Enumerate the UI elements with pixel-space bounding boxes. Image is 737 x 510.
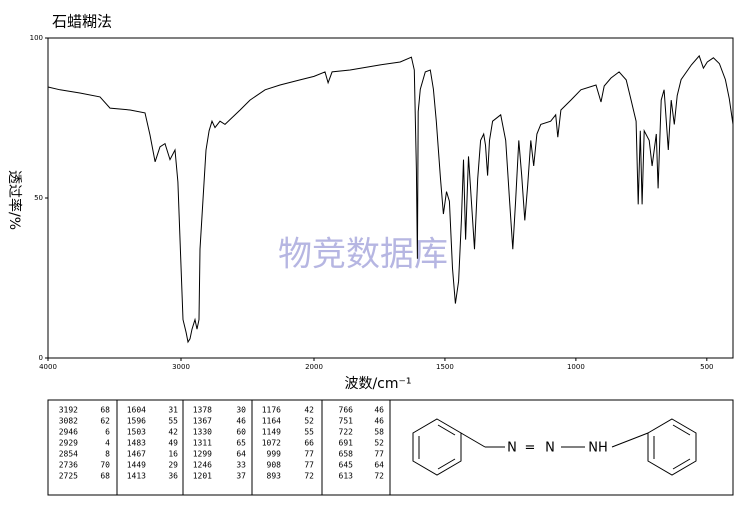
bond — [460, 432, 486, 448]
peak-transmittance: 33 — [236, 461, 246, 470]
peak-transmittance: 8 — [105, 450, 110, 459]
peak-wavenumber: 2725 — [59, 472, 78, 481]
peak-transmittance: 6 — [105, 428, 110, 437]
bond — [672, 424, 691, 436]
peak-wavenumber: 1596 — [127, 417, 146, 426]
x-tick-label: 1500 — [436, 363, 454, 371]
bond — [611, 432, 649, 448]
peak-transmittance: 37 — [236, 472, 246, 481]
peak-wavenumber: 1176 — [262, 406, 281, 415]
peak-transmittance: 68 — [100, 406, 110, 415]
peak-wavenumber: 1503 — [127, 428, 146, 437]
peak-transmittance: 60 — [236, 428, 246, 437]
peak-transmittance: 62 — [100, 417, 110, 426]
peak-transmittance: 77 — [304, 461, 314, 470]
peak-wavenumber: 1483 — [127, 439, 146, 448]
peak-transmittance: 72 — [304, 472, 314, 481]
peak-wavenumber: 908 — [267, 461, 282, 470]
peak-wavenumber: 1072 — [262, 439, 281, 448]
peak-wavenumber: 613 — [339, 472, 354, 481]
peak-wavenumber: 2736 — [59, 461, 78, 470]
atom-label: N — [545, 441, 555, 456]
peak-transmittance: 72 — [374, 472, 384, 481]
peak-transmittance: 16 — [168, 450, 178, 459]
bond — [672, 458, 691, 470]
peak-transmittance: 77 — [374, 450, 384, 459]
peak-wavenumber: 3192 — [59, 406, 78, 415]
x-tick-label: 4000 — [39, 363, 57, 371]
peak-transmittance: 29 — [168, 461, 178, 470]
bond — [437, 458, 456, 470]
benzene-ring — [647, 418, 697, 476]
peak-transmittance: 49 — [168, 439, 178, 448]
benzene-ring — [412, 418, 462, 476]
peak-transmittance: 64 — [374, 461, 384, 470]
bond — [437, 424, 456, 436]
peak-wavenumber: 893 — [267, 472, 282, 481]
peak-transmittance: 30 — [236, 406, 246, 415]
peak-wavenumber: 1299 — [193, 450, 212, 459]
peak-wavenumber: 2946 — [59, 428, 78, 437]
peak-transmittance: 42 — [168, 428, 178, 437]
peak-transmittance: 52 — [304, 417, 314, 426]
spectrum-line — [47, 54, 734, 344]
peak-wavenumber: 1149 — [262, 428, 281, 437]
bond-label: = — [525, 441, 536, 456]
peak-transmittance: 52 — [374, 439, 384, 448]
structure — [412, 418, 697, 476]
peak-wavenumber: 645 — [339, 461, 354, 470]
peak-wavenumber: 1330 — [193, 428, 212, 437]
x-axis-label: 波数/cm⁻¹ — [344, 376, 411, 392]
peak-wavenumber: 1449 — [127, 461, 146, 470]
y-axis-label: 透过率/% — [6, 170, 23, 230]
peak-wavenumber: 658 — [339, 450, 354, 459]
peak-wavenumber: 1467 — [127, 450, 146, 459]
peak-transmittance: 77 — [304, 450, 314, 459]
peak-transmittance: 68 — [100, 472, 110, 481]
atom-label: N — [507, 441, 517, 456]
peak-wavenumber: 999 — [267, 450, 282, 459]
peak-wavenumber: 1367 — [193, 417, 212, 426]
x-tick-label: 500 — [700, 363, 713, 371]
peak-wavenumber: 691 — [339, 439, 354, 448]
watermark: 物竞数据库 — [278, 235, 448, 275]
x-tick-label: 2000 — [305, 363, 323, 371]
atom-label: NH — [588, 441, 608, 456]
peak-wavenumber: 1246 — [193, 461, 212, 470]
peak-transmittance: 46 — [374, 417, 384, 426]
peak-transmittance: 64 — [236, 450, 246, 459]
peak-wavenumber: 2854 — [59, 450, 78, 459]
peak-transmittance: 42 — [304, 406, 314, 415]
peak-wavenumber: 766 — [339, 406, 354, 415]
peak-transmittance: 4 — [105, 439, 110, 448]
peak-transmittance: 65 — [236, 439, 246, 448]
x-tick-label: 3000 — [172, 363, 190, 371]
peak-transmittance: 55 — [168, 417, 178, 426]
peak-wavenumber: 1378 — [193, 406, 212, 415]
plot-frame — [47, 37, 734, 359]
peak-wavenumber: 1164 — [262, 417, 281, 426]
y-tick-label: 100 — [30, 34, 43, 42]
peak-transmittance: 31 — [168, 406, 178, 415]
y-tick-label: 50 — [34, 194, 43, 202]
peak-wavenumber: 1201 — [193, 472, 212, 481]
peak-transmittance: 66 — [304, 439, 314, 448]
peak-wavenumber: 1604 — [127, 406, 146, 415]
peak-transmittance: 46 — [374, 406, 384, 415]
peak-transmittance: 55 — [304, 428, 314, 437]
peak-transmittance: 36 — [168, 472, 178, 481]
peak-transmittance: 70 — [100, 461, 110, 470]
peak-wavenumber: 751 — [339, 417, 354, 426]
peak-wavenumber: 3082 — [59, 417, 78, 426]
peak-wavenumber: 2929 — [59, 439, 78, 448]
peak-wavenumber: 1311 — [193, 439, 212, 448]
peak-wavenumber: 722 — [339, 428, 354, 437]
x-tick-label: 1000 — [567, 363, 585, 371]
peak-transmittance: 58 — [374, 428, 384, 437]
y-tick-label: 0 — [39, 354, 43, 362]
peak-transmittance: 46 — [236, 417, 246, 426]
chart-title: 石蜡糊法 — [52, 13, 112, 31]
peak-wavenumber: 1413 — [127, 472, 146, 481]
